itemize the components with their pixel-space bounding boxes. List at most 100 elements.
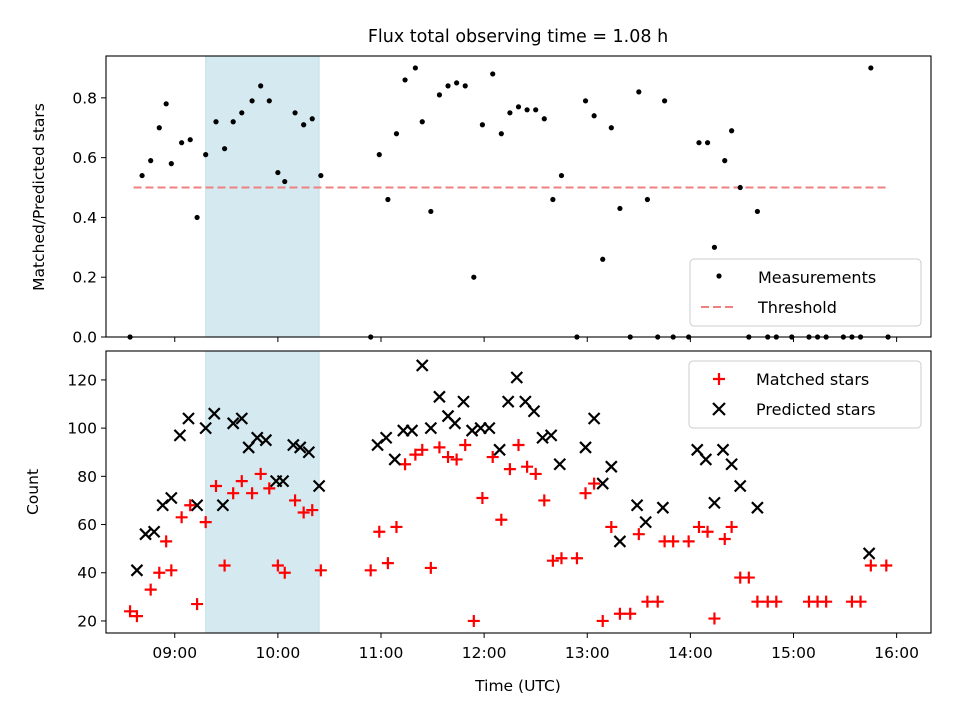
measurement-point: [376, 152, 382, 158]
matched-star-point: [641, 595, 654, 608]
measurement-point: [661, 98, 668, 104]
legend-label-matched: Matched stars: [756, 370, 869, 389]
matched-star-point: [667, 535, 680, 548]
matched-star-point: [503, 463, 516, 476]
matched-star-point: [546, 554, 559, 567]
measurement-point: [249, 98, 255, 104]
predicted-star-point: [287, 438, 300, 452]
predicted-star-point: [379, 431, 393, 445]
matched-star-point: [742, 571, 755, 584]
matched-star-point: [692, 520, 705, 533]
predicted-star-point: [190, 498, 204, 512]
measurement-point: [498, 131, 504, 137]
bottom-y-tick-label: 80: [77, 468, 97, 486]
top-legend: Measurements Threshold: [689, 258, 922, 327]
predicted-star-point: [448, 417, 462, 430]
measurement-point: [515, 104, 522, 110]
matched-star-point: [227, 487, 240, 500]
predicted-star-point: [553, 458, 567, 471]
matched-star-point: [880, 559, 893, 572]
predicted-star-point: [147, 525, 161, 539]
predicted-star-point: [276, 474, 290, 488]
predicted-star-point: [699, 453, 713, 466]
matched-star-point: [442, 451, 455, 464]
matched-star-point: [289, 494, 302, 507]
measurement-point: [194, 214, 200, 221]
matched-star-point: [854, 595, 867, 608]
matched-star-point: [751, 595, 764, 608]
matched-star-point: [708, 612, 721, 625]
matched-star-point: [701, 525, 714, 538]
matched-star-point: [184, 499, 197, 512]
measurement-point: [868, 65, 874, 71]
measurement-point: [591, 113, 597, 119]
measurement-point: [722, 158, 728, 164]
predicted-star-point: [165, 491, 178, 505]
matched-star-point: [416, 443, 429, 456]
x-axis-label: Time (UTC): [474, 677, 561, 695]
measurement-point: [704, 140, 711, 146]
measurement-point: [462, 83, 468, 89]
matched-star-point: [399, 458, 412, 471]
matched-star-point: [246, 487, 259, 500]
measurement-point: [636, 89, 642, 95]
top-highlight-band: [205, 55, 320, 338]
predicted-star-point: [725, 458, 738, 471]
matched-star-point: [210, 479, 222, 492]
matched-star-point: [632, 528, 645, 541]
matched-star-point: [624, 607, 637, 620]
predicted-star-point: [544, 429, 558, 442]
measurement-point: [696, 140, 702, 146]
measurement-point: [617, 205, 623, 212]
measurement-point: [179, 140, 185, 146]
measurement-point: [412, 65, 418, 71]
matched-star-point: [409, 448, 422, 461]
legend-label-predicted: Predicted stars: [756, 400, 876, 419]
measurement-point: [558, 172, 565, 179]
measurement-point: [148, 158, 154, 164]
legend-marker-predicted: [712, 402, 726, 416]
matched-star-point: [651, 595, 664, 608]
matched-star-point: [450, 453, 463, 466]
legend-label-measurements: Measurements: [758, 268, 876, 287]
matched-star-point: [314, 564, 327, 577]
predicted-star-point: [751, 501, 764, 514]
measurement-point: [471, 274, 477, 280]
matched-star-point: [486, 451, 499, 464]
matched-star-point: [218, 559, 231, 572]
bottom-y-tick-label: 100: [67, 420, 97, 438]
measurement-point: [419, 119, 425, 125]
matched-star-point: [570, 552, 583, 565]
matched-star-point: [271, 559, 284, 572]
matched-star-point: [381, 557, 394, 570]
measurement-point: [600, 256, 606, 262]
matched-star-point: [864, 559, 877, 572]
matched-star-point: [165, 564, 178, 577]
bottom-y-tick-label: 40: [77, 564, 97, 582]
x-tick-label: 15:00: [771, 644, 816, 662]
predicted-star-point: [250, 431, 264, 445]
measurement-point: [479, 122, 486, 128]
measurement-point: [454, 80, 460, 86]
matched-star-point: [278, 566, 291, 579]
predicted-star-point: [656, 501, 670, 514]
x-tick-label: 12:00: [462, 644, 507, 662]
measurement-point: [203, 152, 209, 158]
predicted-star-point: [613, 535, 627, 548]
predicted-star-point: [630, 498, 644, 512]
matched-star-point: [433, 441, 446, 454]
measurement-point: [608, 125, 614, 131]
measurement-point: [550, 196, 556, 203]
predicted-star-point: [259, 433, 273, 447]
measurement-point: [582, 98, 589, 104]
measurement-point: [445, 83, 451, 89]
matched-star-point: [130, 610, 143, 623]
measurement-point: [436, 92, 443, 98]
matched-star-point: [529, 467, 542, 480]
bottom-y-tick-label: 60: [77, 516, 97, 534]
measurement-point: [221, 146, 228, 152]
predicted-star-point: [596, 477, 609, 490]
matched-star-point: [124, 605, 137, 618]
predicted-star-point: [235, 412, 249, 425]
measurement-point: [318, 172, 324, 179]
